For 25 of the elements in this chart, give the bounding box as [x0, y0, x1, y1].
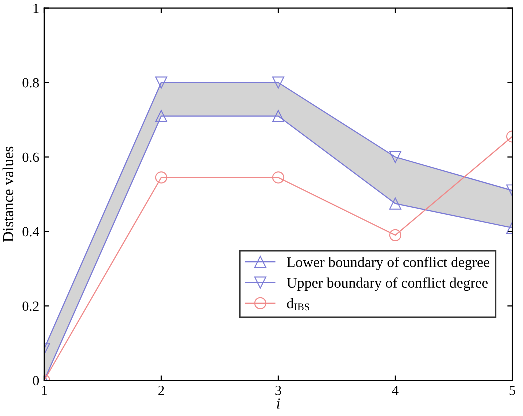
- point: [389, 229, 402, 242]
- y-axis-title: Distance values: [2, 146, 14, 242]
- legend-label: Upper boundary of conflict degree: [287, 278, 488, 292]
- y-tick-label: 1: [34, 4, 39, 14]
- point: [389, 151, 402, 164]
- point: [389, 198, 402, 210]
- point: [272, 172, 285, 184]
- x-tick-label: 1: [42, 386, 48, 396]
- x-tick-label: 5: [510, 386, 516, 396]
- x-axis-title: i: [277, 398, 280, 409]
- point: [155, 110, 168, 122]
- point: [272, 76, 285, 89]
- x-tick-label: 4: [392, 386, 399, 396]
- y-tick-label: 0.6: [22, 152, 40, 162]
- point: [155, 172, 168, 184]
- point: [155, 76, 168, 89]
- y-tick-label: 0.8: [22, 78, 40, 88]
- y-tick-label: 0.4: [22, 227, 40, 237]
- x-tick-label: 2: [158, 386, 164, 396]
- legend-label: Lower boundary of conflict degree: [287, 256, 490, 270]
- y-tick-label: 0.2: [22, 302, 39, 312]
- legend-label: d$_{IBS}$: [287, 298, 310, 311]
- x-tick-label: 3: [276, 386, 282, 396]
- point: [272, 110, 285, 122]
- y-tick-label: 0: [33, 376, 40, 386]
